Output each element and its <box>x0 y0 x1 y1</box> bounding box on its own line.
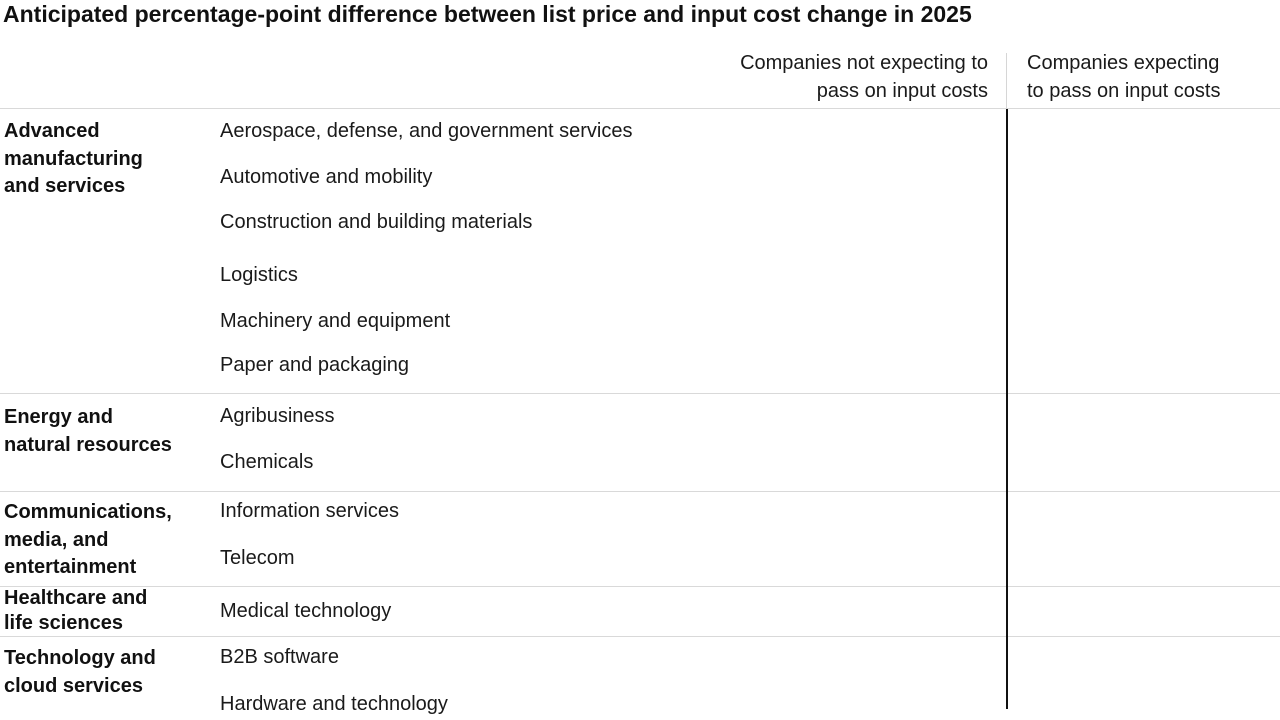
column-header-line: Companies not expecting to <box>740 52 988 74</box>
column-header-line: to pass on input costs <box>1027 80 1221 102</box>
column-header-not-passing: Companies not expecting to pass on input… <box>740 49 988 105</box>
column-header-passing: Companies expecting to pass on input cos… <box>1027 49 1220 105</box>
category-label: Telecom <box>220 547 295 569</box>
group-label-line: Communications, <box>4 501 172 523</box>
column-header-line: Companies expecting <box>1027 52 1220 74</box>
group-label-line: Technology and <box>4 647 156 669</box>
chart-title: Anticipated percentage-point difference … <box>3 1 972 27</box>
group-label-line: cloud services <box>4 674 143 697</box>
category-label: Chemicals <box>220 451 314 473</box>
group-label-line: Advanced <box>4 120 100 142</box>
group-label-healthcare: Healthcare and life sciences <box>4 586 204 636</box>
group-divider <box>0 636 1280 637</box>
category-label: Automotive and mobility <box>220 166 433 188</box>
category-label: B2B software <box>220 646 339 668</box>
group-label-line: and services <box>4 175 126 197</box>
group-label-line: media, and <box>4 528 109 551</box>
category-label: Hardware and technology <box>220 693 448 715</box>
category-label: Aerospace, defense, and government servi… <box>220 120 633 142</box>
group-label-line: natural resources <box>4 433 172 456</box>
group-label-line: Healthcare and <box>4 587 148 609</box>
category-label: Medical technology <box>220 600 392 622</box>
category-label: Machinery and equipment <box>220 310 451 332</box>
header-rule <box>0 108 1280 109</box>
group-label-advanced-manufacturing: Advanced manufacturing and services <box>4 118 204 201</box>
header-column-divider <box>1006 53 1007 109</box>
category-label: Construction and building materials <box>220 211 533 233</box>
group-divider <box>0 393 1280 394</box>
group-label-line: entertainment <box>4 556 137 578</box>
group-label-line: Energy and <box>4 406 113 428</box>
category-label: Logistics <box>220 264 298 286</box>
zero-axis-line <box>1006 109 1008 709</box>
category-label: Agribusiness <box>220 405 335 427</box>
group-label-line: manufacturing <box>4 147 143 170</box>
group-label-technology: Technology and cloud services <box>4 645 204 700</box>
group-label-communications: Communications, media, and entertainment <box>4 499 204 582</box>
category-label: Paper and packaging <box>220 354 410 376</box>
group-divider <box>0 586 1280 587</box>
group-label-line: life sciences <box>4 612 123 634</box>
category-label: Information services <box>220 500 399 522</box>
column-header-line: pass on input costs <box>816 80 988 102</box>
group-divider <box>0 491 1280 492</box>
group-label-energy: Energy and natural resources <box>4 404 204 459</box>
